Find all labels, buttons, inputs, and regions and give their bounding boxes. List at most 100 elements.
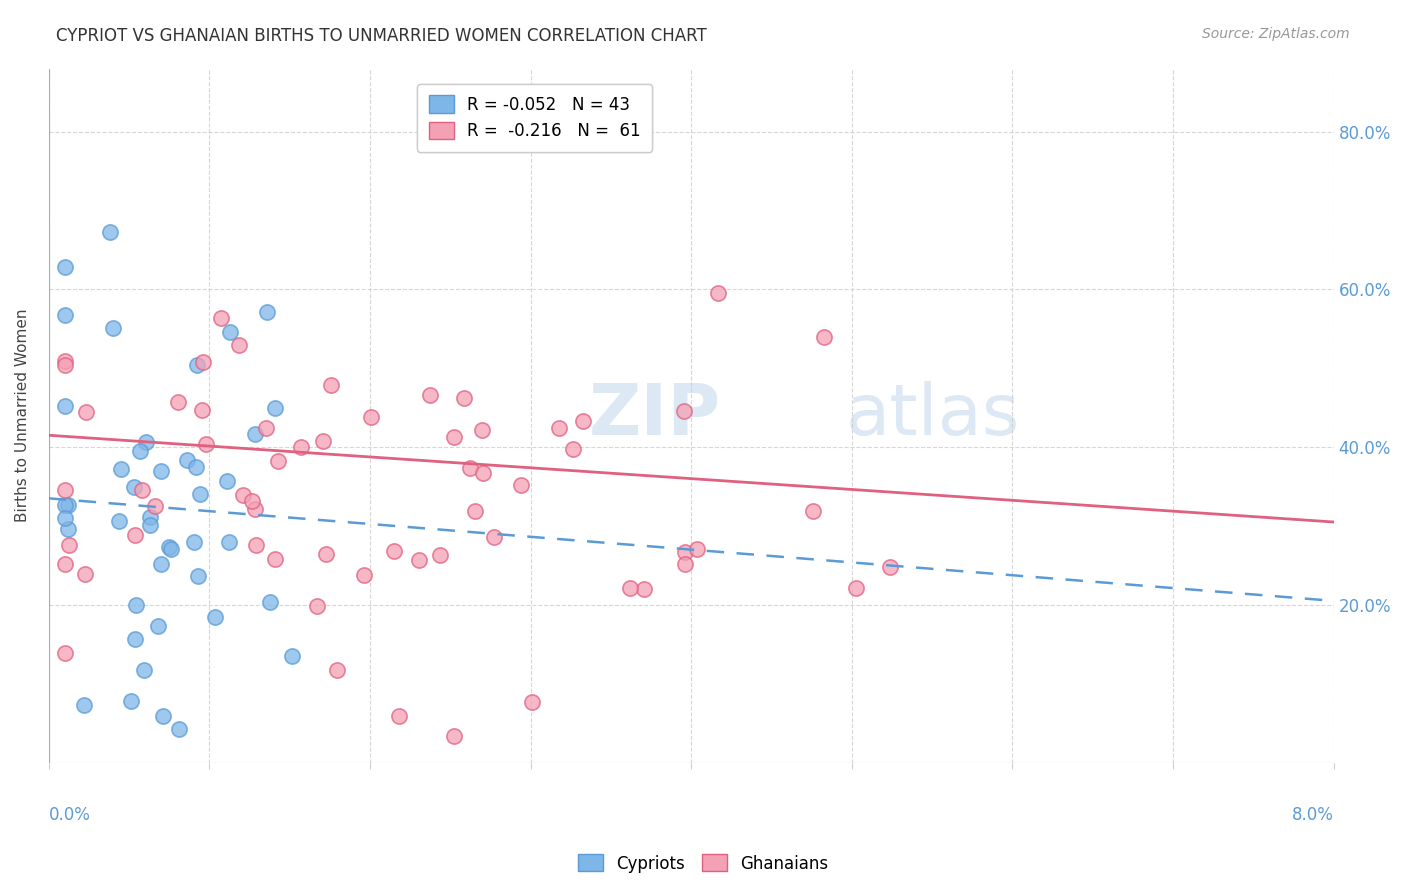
- Point: [707, 286, 730, 301]
- Point: [56, 498, 79, 512]
- Point: [471, 466, 494, 480]
- Point: [264, 552, 287, 566]
- Point: [879, 560, 901, 574]
- Point: [110, 462, 132, 476]
- Point: [157, 540, 180, 554]
- Point: [845, 582, 868, 596]
- Point: [509, 477, 531, 491]
- Point: [280, 649, 302, 664]
- Point: [813, 330, 835, 344]
- Point: [195, 437, 218, 451]
- Point: [429, 548, 451, 562]
- Point: [245, 538, 267, 552]
- Point: [187, 569, 209, 583]
- Point: [520, 695, 543, 709]
- Point: [482, 530, 505, 544]
- Point: [53, 483, 76, 498]
- Point: [243, 502, 266, 516]
- Point: [53, 498, 76, 512]
- Point: [53, 354, 76, 368]
- Point: [464, 504, 486, 518]
- Point: [58, 538, 80, 552]
- Point: [53, 309, 76, 323]
- Point: [124, 632, 146, 647]
- Point: [382, 543, 405, 558]
- Point: [619, 581, 641, 595]
- Point: [134, 664, 156, 678]
- Point: [571, 414, 593, 428]
- Text: 0.0%: 0.0%: [49, 806, 90, 824]
- Point: [103, 321, 125, 335]
- Point: [471, 423, 494, 437]
- Point: [73, 698, 96, 712]
- Point: [53, 646, 76, 660]
- Point: [672, 404, 695, 418]
- Point: [56, 522, 79, 536]
- Point: [100, 225, 122, 239]
- Point: [53, 359, 76, 373]
- Point: [326, 663, 349, 677]
- Point: [186, 358, 208, 372]
- Text: atlas: atlas: [845, 381, 1019, 450]
- Point: [143, 499, 166, 513]
- Point: [183, 535, 205, 549]
- Text: CYPRIOT VS GHANAIAN BIRTHS TO UNMARRIED WOMEN CORRELATION CHART: CYPRIOT VS GHANAIAN BIRTHS TO UNMARRIED …: [56, 27, 707, 45]
- Legend: Cypriots, Ghanaians: Cypriots, Ghanaians: [571, 847, 835, 880]
- Point: [218, 535, 240, 549]
- Text: Source: ZipAtlas.com: Source: ZipAtlas.com: [1202, 27, 1350, 41]
- Point: [673, 558, 696, 572]
- Point: [443, 729, 465, 743]
- Point: [312, 434, 335, 448]
- Point: [204, 610, 226, 624]
- Y-axis label: Births to Unmarried Women: Births to Unmarried Women: [15, 309, 30, 523]
- Point: [184, 459, 207, 474]
- Point: [148, 619, 170, 633]
- Point: [458, 461, 481, 475]
- Point: [190, 403, 212, 417]
- Point: [150, 464, 173, 478]
- Point: [232, 488, 254, 502]
- Point: [561, 442, 583, 456]
- Point: [673, 544, 696, 558]
- Point: [167, 395, 190, 409]
- Point: [267, 454, 290, 468]
- Point: [360, 409, 382, 424]
- Point: [75, 405, 97, 419]
- Point: [135, 434, 157, 449]
- Point: [240, 494, 263, 508]
- Point: [138, 517, 160, 532]
- Point: [315, 547, 337, 561]
- Point: [259, 595, 281, 609]
- Point: [548, 421, 571, 435]
- Point: [131, 483, 153, 497]
- Point: [160, 541, 183, 556]
- Point: [256, 305, 278, 319]
- Point: [453, 391, 475, 405]
- Point: [53, 510, 76, 524]
- Point: [419, 388, 441, 402]
- Point: [176, 452, 198, 467]
- Point: [129, 444, 152, 458]
- Point: [150, 558, 173, 572]
- Point: [193, 354, 215, 368]
- Point: [388, 709, 411, 723]
- Point: [188, 487, 211, 501]
- Point: [319, 378, 342, 392]
- Point: [107, 514, 129, 528]
- Point: [443, 430, 465, 444]
- Text: 8.0%: 8.0%: [1292, 806, 1334, 824]
- Point: [124, 528, 146, 542]
- Point: [53, 260, 76, 274]
- Point: [633, 582, 655, 597]
- Point: [290, 440, 312, 454]
- Point: [167, 723, 190, 737]
- Point: [263, 401, 285, 415]
- Point: [219, 325, 242, 339]
- Point: [124, 480, 146, 494]
- Point: [686, 541, 709, 556]
- Point: [125, 599, 148, 613]
- Point: [353, 567, 375, 582]
- Point: [53, 399, 76, 413]
- Point: [209, 310, 232, 325]
- Point: [139, 510, 162, 524]
